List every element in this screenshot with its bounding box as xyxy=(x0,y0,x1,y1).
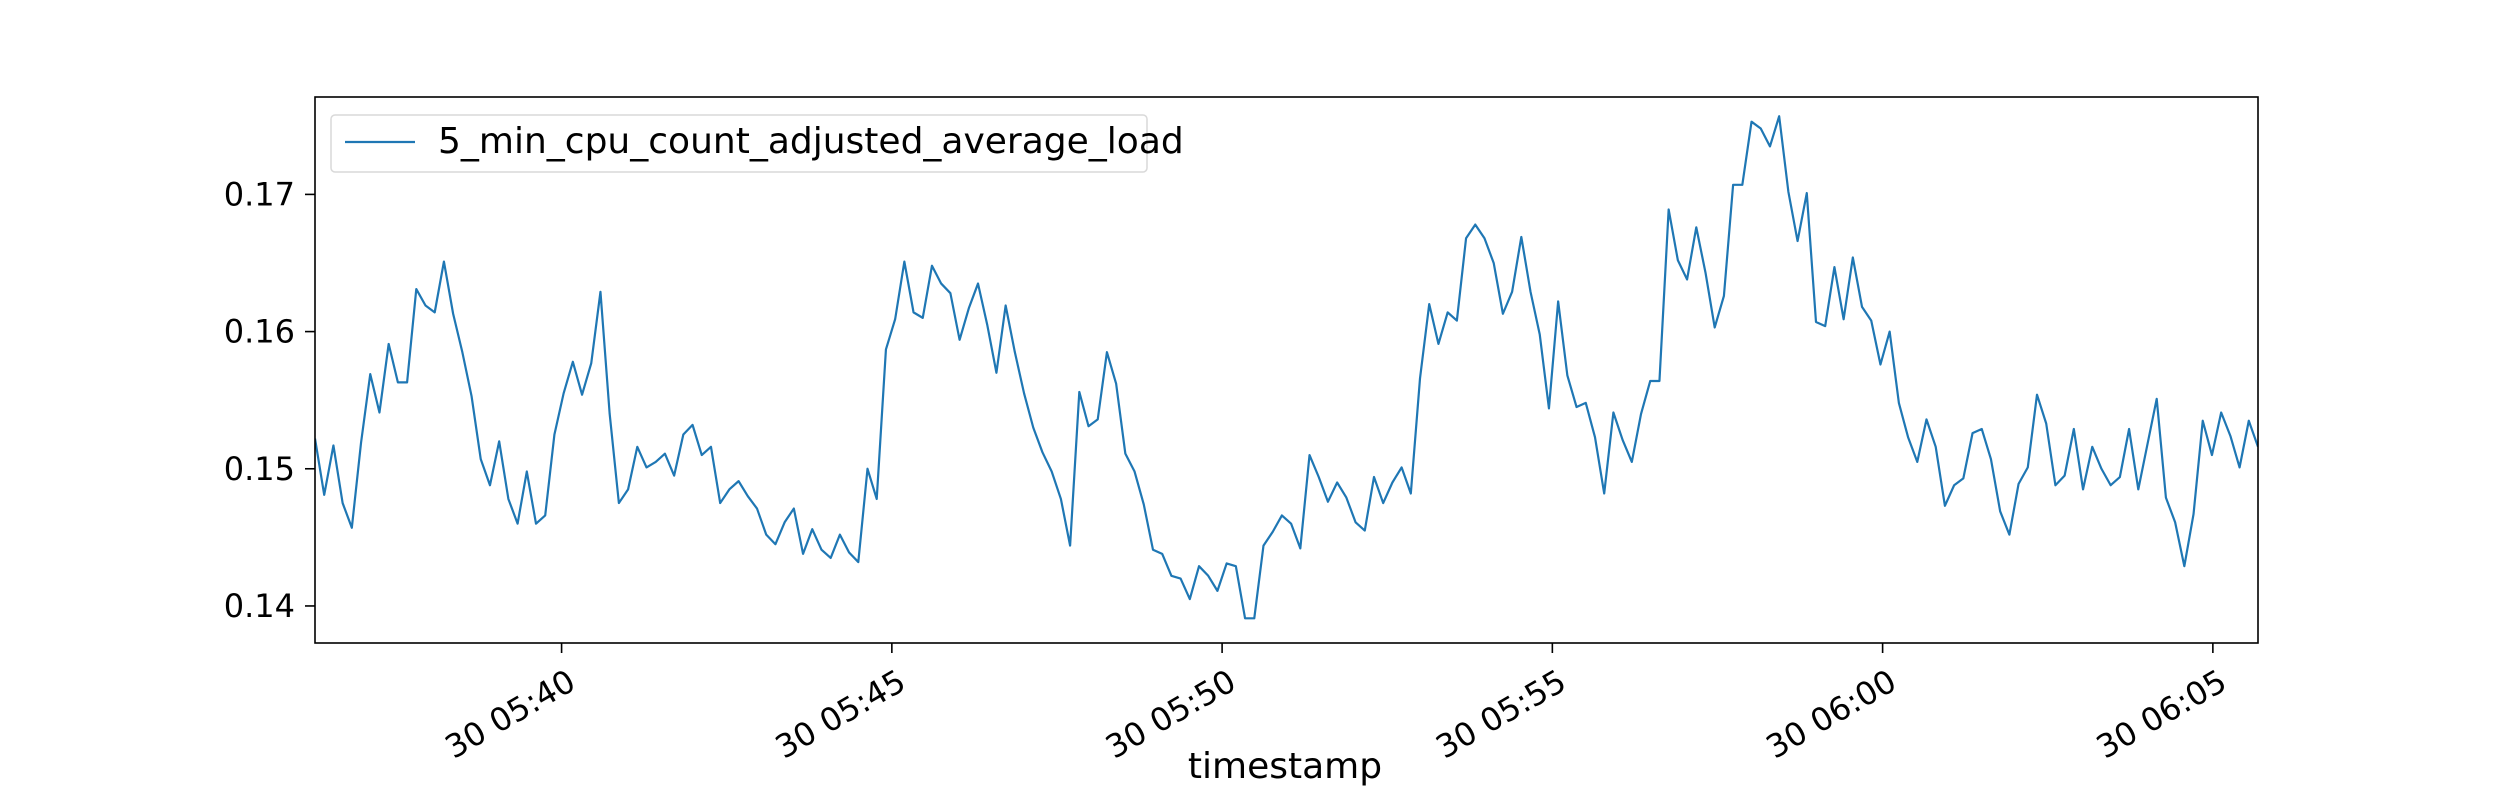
y-tick-label: 0.16 xyxy=(224,313,295,351)
plot-area xyxy=(314,96,2259,644)
series-line xyxy=(315,115,2258,620)
y-tick-label: 0.14 xyxy=(224,587,295,625)
x-tick-label: 30 05:45 xyxy=(769,662,912,766)
y-tick-label: 0.17 xyxy=(224,175,295,213)
y-axis: 0.14 0.15 0.16 0.17 xyxy=(224,175,315,625)
x-tick-label: 30 06:00 xyxy=(1760,662,1903,766)
plot-frame xyxy=(314,96,2259,644)
legend-box xyxy=(330,114,1148,173)
x-axis-title: timestamp xyxy=(1188,746,1382,787)
x-tick-label: 30 05:40 xyxy=(439,662,582,766)
x-tick-label: 30 06:05 xyxy=(2090,662,2233,766)
legend-label: 5_min_cpu_count_adjusted_average_load xyxy=(438,121,1184,162)
legend: 5_min_cpu_count_adjusted_average_load xyxy=(330,114,1184,173)
y-tick-label: 0.15 xyxy=(224,450,295,488)
x-tick-label: 30 05:55 xyxy=(1429,662,1572,766)
